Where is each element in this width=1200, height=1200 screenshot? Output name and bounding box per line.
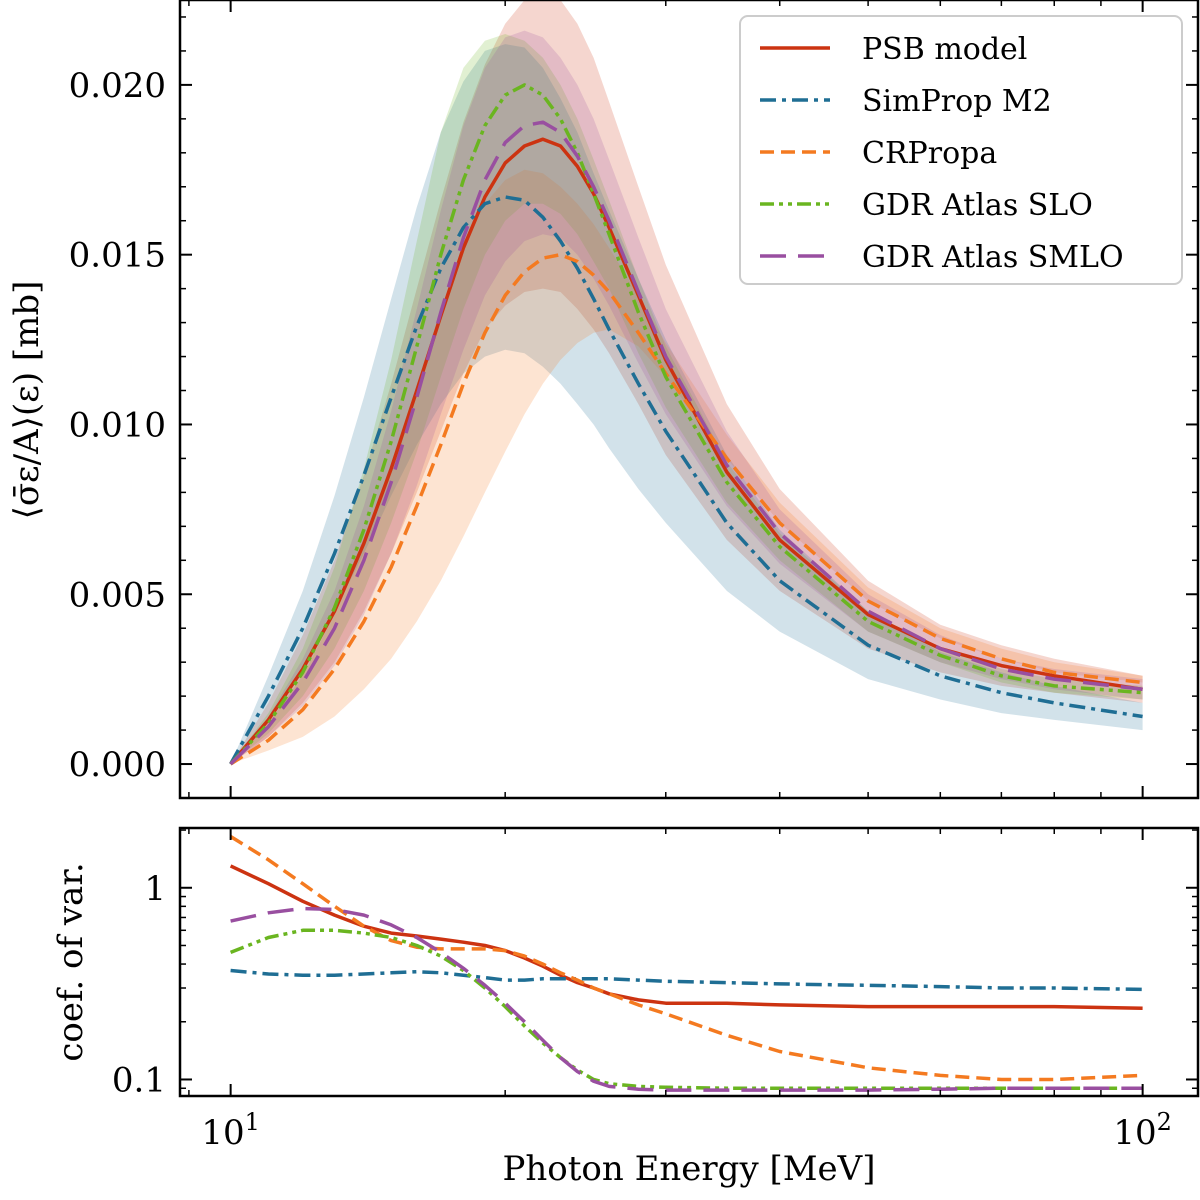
legend-label-gdr-atlas-smlo: GDR Atlas SMLO	[862, 240, 1124, 275]
legend-frame	[739, 15, 1183, 285]
band-psb-model	[230, 0, 1143, 764]
bottom-y-tick-label: 0.1	[112, 1060, 166, 1100]
top-y-tick-label: 0.010	[69, 405, 166, 445]
line-gdr-atlas-smlo	[229, 120, 1143, 766]
x-axis-label: Photon Energy [MeV]	[503, 1149, 876, 1189]
bottom-y-tick-label: 1	[144, 869, 166, 909]
top-y-tick-label: 0.005	[69, 575, 166, 615]
bottom-ticks: 0.1 1 101 102	[112, 828, 1198, 1153]
top-plot-frame	[178, 0, 1200, 800]
line-gdr-atlas-slo	[229, 83, 1143, 766]
x-tick-label: 102	[1113, 1108, 1172, 1153]
x-tick-label: 101	[201, 1108, 260, 1153]
legend-label-crpropa: CRPropa	[862, 136, 997, 171]
top-y-tick-label: 0.020	[69, 66, 166, 106]
bottom-plot-frame	[178, 826, 1200, 1098]
line-simprop-m2	[229, 195, 1143, 765]
top-lines	[229, 83, 1143, 766]
legend: PSB model SimProp M2 CRPropa GDR Atlas SLO G…	[739, 15, 1183, 285]
top-y-tick-label: 0.015	[69, 236, 166, 276]
cov-line-crpropa	[229, 835, 1143, 1082]
line-psb-model	[229, 137, 1143, 766]
band-crpropa	[230, 169, 1143, 765]
cov-line-psb-model	[229, 864, 1143, 1011]
bottom-y-axis-label: coef. of var.	[51, 862, 91, 1061]
top-ticks: 0.000 0.005 0.010 0.015 0.020	[69, 0, 1198, 799]
bottom-lines	[229, 835, 1143, 1092]
cov-line-gdr-atlas-smlo	[230, 906, 1143, 1092]
legend-label-psb-model: PSB model	[862, 32, 1027, 67]
bottom-panel: 0.1 1 101 102 coef. of var. Photon Energy […	[51, 826, 1200, 1189]
cov-line-simprop-m2	[230, 968, 1143, 992]
legend-label-simprop-m2: SimProp M2	[862, 84, 1052, 119]
top-panel: 0.000 0.005 0.010 0.015 0.020 ⟨σ̄ε/A⟩(ε) [mb…	[7, 0, 1200, 800]
legend-items: PSB model SimProp M2 CRPropa GDR Atlas SLO G…	[760, 32, 1124, 275]
line-crpropa	[229, 252, 1143, 766]
legend-label-gdr-atlas-slo: GDR Atlas SLO	[862, 188, 1093, 223]
top-y-axis-label: ⟨σ̄ε/A⟩(ε) [mb]	[7, 281, 47, 520]
top-y-tick-label: 0.000	[69, 745, 166, 785]
cov-line-gdr-atlas-slo	[229, 928, 1143, 1090]
